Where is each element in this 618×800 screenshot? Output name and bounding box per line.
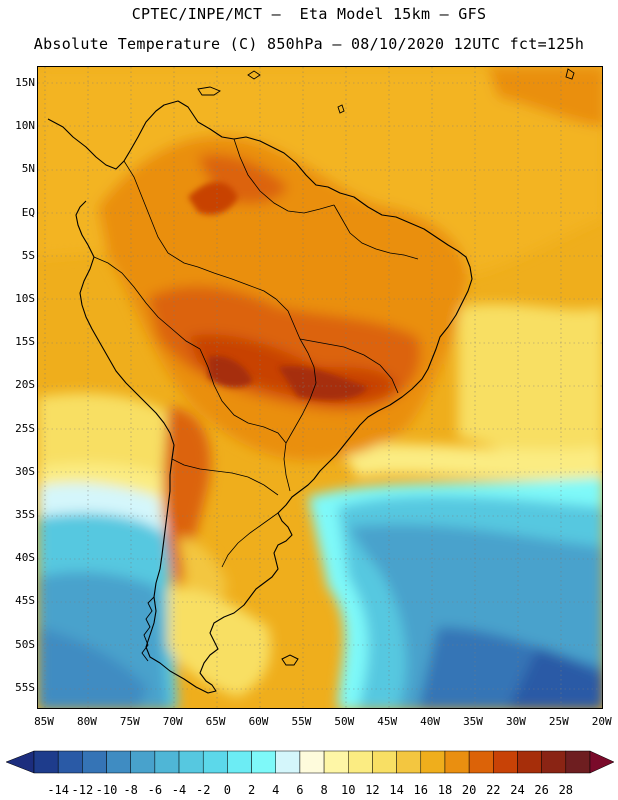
colorbar-swatch xyxy=(517,750,542,774)
colorbar-swatch xyxy=(275,750,301,774)
colorbar-swatch xyxy=(57,750,83,774)
colorbar-tick-label: 24 xyxy=(510,783,525,797)
islands xyxy=(197,68,575,114)
lon-label: 50W xyxy=(334,715,355,728)
lat-label: 5N xyxy=(21,162,35,176)
lon-label: 65W xyxy=(205,715,226,728)
colorbar-swatch xyxy=(565,750,591,774)
colorbar-swatch xyxy=(130,750,156,774)
colorbar-tick-label: 2 xyxy=(247,783,256,797)
coastline xyxy=(47,100,473,694)
lon-label: 45W xyxy=(377,715,398,728)
field-atlantic-yellow xyxy=(458,304,602,487)
colorbar-tick-label: 8 xyxy=(320,783,328,797)
graticule xyxy=(38,67,602,708)
chart-title-line1: CPTEC/INPE/MCT – Eta Model 15km – GFS xyxy=(131,5,487,23)
borders xyxy=(93,138,419,568)
colorbar-tick-label: 28 xyxy=(558,783,574,797)
lon-label: 80W xyxy=(76,715,97,728)
colorbar-tick-label: 18 xyxy=(437,783,453,797)
colorbar-swatch xyxy=(493,750,518,774)
chile-fjords xyxy=(141,596,155,662)
lon-label: 40W xyxy=(420,715,441,728)
colorbar-swatch xyxy=(323,750,349,774)
lat-label: 15N xyxy=(15,76,35,89)
lat-label: 25S xyxy=(15,421,35,435)
lat-label: 40S xyxy=(15,551,35,565)
lon-label: 30W xyxy=(505,715,526,728)
colorbar-swatch xyxy=(299,750,325,774)
colorbar-swatch xyxy=(106,750,131,774)
colorbar-swatch xyxy=(420,750,446,774)
colorbar-swatch xyxy=(468,750,494,774)
colorbar-swatch xyxy=(348,750,373,774)
colorbar-swatch xyxy=(82,750,107,774)
lon-label: 70W xyxy=(162,715,183,728)
colorbar-over-triangle xyxy=(589,750,615,774)
colorbar-tick-label: 12 xyxy=(365,783,380,797)
colorbar-swatch xyxy=(541,750,567,774)
colorbar-swatch xyxy=(154,750,180,774)
colorbar-tick-label: 16 xyxy=(413,783,429,797)
colorbar-swatch xyxy=(202,750,228,774)
colorbar-tick-label: -14 xyxy=(47,783,70,797)
colorbar-tick-label: -10 xyxy=(95,783,118,797)
colorbar-swatch xyxy=(444,750,470,774)
field-ne-hot xyxy=(488,67,602,127)
colorbar-tick-label: 6 xyxy=(296,783,304,797)
colorbar-tick-label: 20 xyxy=(461,783,477,797)
lon-label: 85W xyxy=(34,715,54,728)
lat-label: 10N xyxy=(15,119,35,133)
lat-label: EQ xyxy=(21,205,35,219)
colorbar-swatch xyxy=(372,750,397,774)
lat-label: 55S xyxy=(15,680,35,694)
colorbar-swatch xyxy=(251,750,276,774)
colorbar-tick-label: -2 xyxy=(195,783,211,797)
colorbar-tick-label: 10 xyxy=(341,783,356,797)
lon-label: 60W xyxy=(248,715,269,728)
lon-label: 75W xyxy=(119,715,140,728)
colorbar-tick-label: 14 xyxy=(389,783,404,797)
colorbar-tick-label: -4 xyxy=(171,783,187,797)
lat-label: 20S xyxy=(15,378,35,392)
colorbar-tick-label: 4 xyxy=(272,783,280,797)
colorbar-under-triangle xyxy=(5,750,35,774)
colorbar-tick-label: -6 xyxy=(147,783,163,797)
colorbar-swatch xyxy=(33,750,59,774)
lon-label: 20W xyxy=(591,715,612,728)
colorbar-swatch xyxy=(178,750,204,774)
colorbar-tick-label: -8 xyxy=(123,783,138,797)
colorbar-tick-label: 22 xyxy=(486,783,501,797)
colorbar-tick-label: 26 xyxy=(534,783,549,797)
colorbar-swatch xyxy=(227,750,252,774)
colorbar-tick-label: -12 xyxy=(71,783,94,797)
lat-label: 45S xyxy=(15,594,35,608)
falklands xyxy=(281,654,299,666)
lat-label: 35S xyxy=(15,508,35,521)
colorbar-swatch xyxy=(396,750,422,774)
temperature-map[interactable] xyxy=(37,66,603,709)
colorbar-tick-label: 0 xyxy=(223,783,232,797)
colorbar xyxy=(5,750,615,774)
temperature-field xyxy=(38,67,602,708)
lat-label: 50S xyxy=(15,637,35,651)
lat-label: 30S xyxy=(15,464,35,478)
lat-label: 5S xyxy=(21,248,35,262)
lat-label: 10S xyxy=(15,292,35,305)
lon-label: 35W xyxy=(463,715,483,728)
chart-title-line2: Absolute Temperature (C) 850hPa – 08/10/… xyxy=(33,35,585,53)
lon-label: 25W xyxy=(548,715,569,728)
lat-label: 15S xyxy=(15,335,35,349)
lon-label: 55W xyxy=(291,715,312,728)
